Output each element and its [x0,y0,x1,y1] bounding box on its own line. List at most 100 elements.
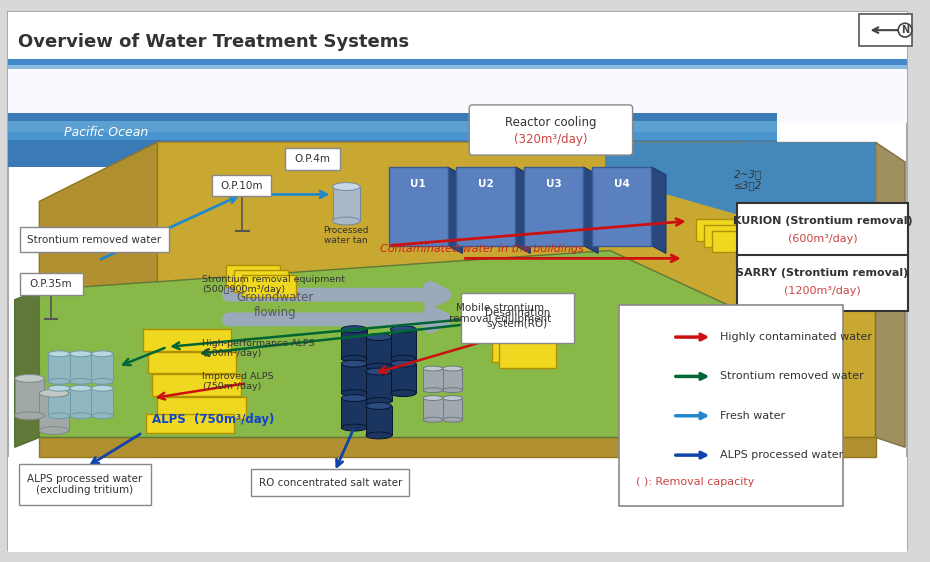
Text: ALPS processed water: ALPS processed water [720,450,844,460]
Ellipse shape [443,366,462,371]
Text: KURION (Strontium removal): KURION (Strontium removal) [733,216,912,226]
FancyBboxPatch shape [251,469,409,496]
Polygon shape [39,251,737,437]
Text: (600m³/day): (600m³/day) [788,234,857,244]
Text: N: N [901,25,910,35]
Ellipse shape [15,412,45,420]
Ellipse shape [91,378,113,384]
Bar [7,65,907,69]
Bar [91,354,113,382]
Ellipse shape [39,427,69,434]
FancyBboxPatch shape [737,203,908,259]
Bar [157,397,246,419]
Ellipse shape [48,351,70,357]
Bar [242,275,296,297]
Ellipse shape [341,395,367,401]
Text: U3: U3 [546,179,562,189]
Text: ( ): Removal capacity: ( ): Removal capacity [635,477,754,487]
Text: ALPS  (750m³/day): ALPS (750m³/day) [153,413,275,426]
Ellipse shape [423,417,443,422]
Bar [391,364,416,393]
FancyBboxPatch shape [20,227,169,252]
FancyBboxPatch shape [858,15,912,46]
Ellipse shape [341,360,367,367]
Ellipse shape [70,378,91,384]
Ellipse shape [423,366,443,371]
Text: SARRY (Strontium removal): SARRY (Strontium removal) [737,268,909,278]
Text: RO concentrated salt water: RO concentrated salt water [259,478,403,488]
Ellipse shape [91,351,113,357]
FancyBboxPatch shape [20,273,83,295]
Bar [389,167,447,246]
Bar [15,378,45,416]
Text: Contaminated water in the buildings: Contaminated water in the buildings [380,243,584,253]
Polygon shape [743,142,875,216]
Text: Strontium removal equipment
(500～900m³/day): Strontium removal equipment (500～900m³/d… [202,275,345,294]
Bar [7,12,907,62]
FancyBboxPatch shape [737,255,908,311]
Bar [423,398,443,420]
Polygon shape [605,142,875,216]
Polygon shape [651,167,666,253]
Bar [443,398,462,420]
Text: Desalination
system(RO): Desalination system(RO) [485,307,551,329]
Ellipse shape [48,413,70,419]
Ellipse shape [366,432,392,439]
Bar [492,334,549,362]
Text: U2: U2 [478,179,494,189]
Bar [525,167,583,246]
Polygon shape [39,437,875,457]
Ellipse shape [91,386,113,391]
Text: Mobile strontium
removal equipment: Mobile strontium removal equipment [448,303,551,324]
Text: Improved ALPS
(750m³/day): Improved ALPS (750m³/day) [202,371,273,391]
Circle shape [898,23,912,37]
Ellipse shape [341,326,367,333]
Ellipse shape [423,396,443,401]
Bar [48,388,70,416]
Bar [341,398,367,428]
Ellipse shape [366,402,392,409]
Text: Processed
water tan: Processed water tan [324,226,369,245]
Text: 2~3기
≤3기2: 2~3기 ≤3기2 [734,169,762,191]
Text: Strontium removed water: Strontium removed water [27,235,162,244]
Bar [7,69,907,123]
Bar [226,265,280,287]
Bar [341,329,367,359]
Polygon shape [447,167,462,253]
Ellipse shape [15,374,45,382]
Ellipse shape [48,386,70,391]
Bar [39,393,69,430]
Text: Pacific Ocean: Pacific Ocean [64,126,148,139]
Text: (1200m³/day): (1200m³/day) [784,286,861,296]
Bar [341,364,367,393]
Ellipse shape [443,417,462,422]
Bar [234,270,288,292]
Ellipse shape [341,389,367,397]
Ellipse shape [70,386,91,391]
FancyBboxPatch shape [19,464,151,505]
Text: ALPS processed water
(excluding tritium): ALPS processed water (excluding tritium) [27,474,142,496]
Ellipse shape [91,413,113,419]
Bar [70,388,91,416]
Bar [704,225,742,247]
Bar [7,121,777,138]
Bar [146,414,234,433]
Bar [70,354,91,382]
Ellipse shape [70,413,91,419]
Bar [592,167,651,246]
Ellipse shape [39,389,69,397]
FancyBboxPatch shape [618,305,844,506]
Bar [366,371,392,401]
Bar [48,354,70,382]
Bar [7,133,777,140]
Ellipse shape [443,396,462,401]
Bar [443,369,462,390]
Ellipse shape [366,368,392,375]
Ellipse shape [366,397,392,405]
Bar [153,374,241,396]
Bar [7,69,907,123]
Polygon shape [39,142,157,437]
Ellipse shape [48,378,70,384]
Bar [7,113,777,167]
Bar [423,369,443,390]
